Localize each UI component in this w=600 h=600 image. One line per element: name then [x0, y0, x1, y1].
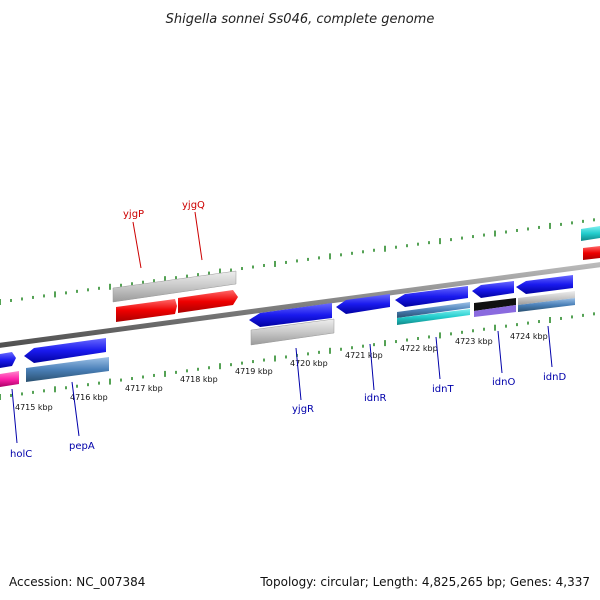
upper-tick-row [0, 218, 595, 305]
kbp-label: 4716 kbp [70, 393, 108, 402]
gene-holC-magenta [0, 371, 19, 387]
accession-label: Accession: NC_007384 [9, 575, 145, 589]
gene-label-idnT: idnT [432, 384, 454, 395]
gene-idnO-dark [474, 298, 516, 311]
gene-cyan-edge [581, 226, 600, 241]
kbp-labels: 4715 kbp 4716 kbp 4717 kbp 4718 kbp 4719… [15, 332, 548, 412]
gene-yjgQ-arrow [178, 290, 238, 313]
gene-labels: yjgP yjgQ holC pepA yjgR idnR idnT idnO … [10, 200, 566, 460]
kbp-label: 4722 kbp [400, 344, 438, 353]
lower-tick-row [0, 312, 595, 400]
gene-label-yjgR: yjgR [292, 404, 314, 415]
gene-label-yjgQ: yjgQ [182, 200, 205, 211]
gene-red-edge [583, 246, 600, 260]
kbp-label: 4715 kbp [15, 403, 53, 412]
cds-grey-yjgR [250, 318, 335, 346]
gene-idnD-steel [518, 298, 575, 312]
gene-idnO-purple [474, 305, 516, 317]
kbp-label: 4724 kbp [510, 332, 548, 341]
gene-label-holC: holC [10, 449, 32, 460]
gene-label-idnR: idnR [364, 393, 386, 404]
gene-pepA-arrow [24, 338, 106, 363]
reverse-strand-genes [0, 275, 575, 387]
gene-holC-arrow [0, 352, 16, 368]
gene-idnD-grey [518, 291, 575, 305]
gene-idnR-arrow [336, 294, 390, 314]
gene-idnT-arrow [395, 286, 468, 307]
genome-backbone [0, 262, 600, 348]
gene-label-idnD: idnD [543, 372, 566, 383]
kbp-label: 4719 kbp [235, 367, 273, 376]
map-title: Shigella sonnei Ss046, complete genome [166, 12, 435, 27]
forward-strand-genes [112, 226, 600, 322]
genome-summary: Topology: circular; Length: 4,825,265 bp… [259, 575, 590, 589]
gene-idnT-cyan [397, 309, 470, 325]
cds-grey-yjgP-yjgQ [112, 270, 237, 303]
gene-idnD-arrow [516, 275, 573, 294]
kbp-label: 4720 kbp [290, 359, 328, 368]
kbp-label: 4717 kbp [125, 384, 163, 393]
gene-label-yjgP: yjgP [123, 209, 144, 220]
kbp-label: 4723 kbp [455, 337, 493, 346]
kbp-label: 4718 kbp [180, 375, 218, 384]
gene-yjgP-arrow [116, 299, 177, 322]
gene-pepA-steel [26, 357, 109, 382]
gene-idnT-steel [397, 302, 470, 318]
gene-label-idnO: idnO [492, 377, 515, 388]
kbp-label: 4721 kbp [345, 351, 383, 360]
gene-label-pepA: pepA [69, 441, 95, 452]
gene-yjgR-arrow [249, 303, 332, 327]
gene-idnO-arrow [472, 281, 514, 298]
